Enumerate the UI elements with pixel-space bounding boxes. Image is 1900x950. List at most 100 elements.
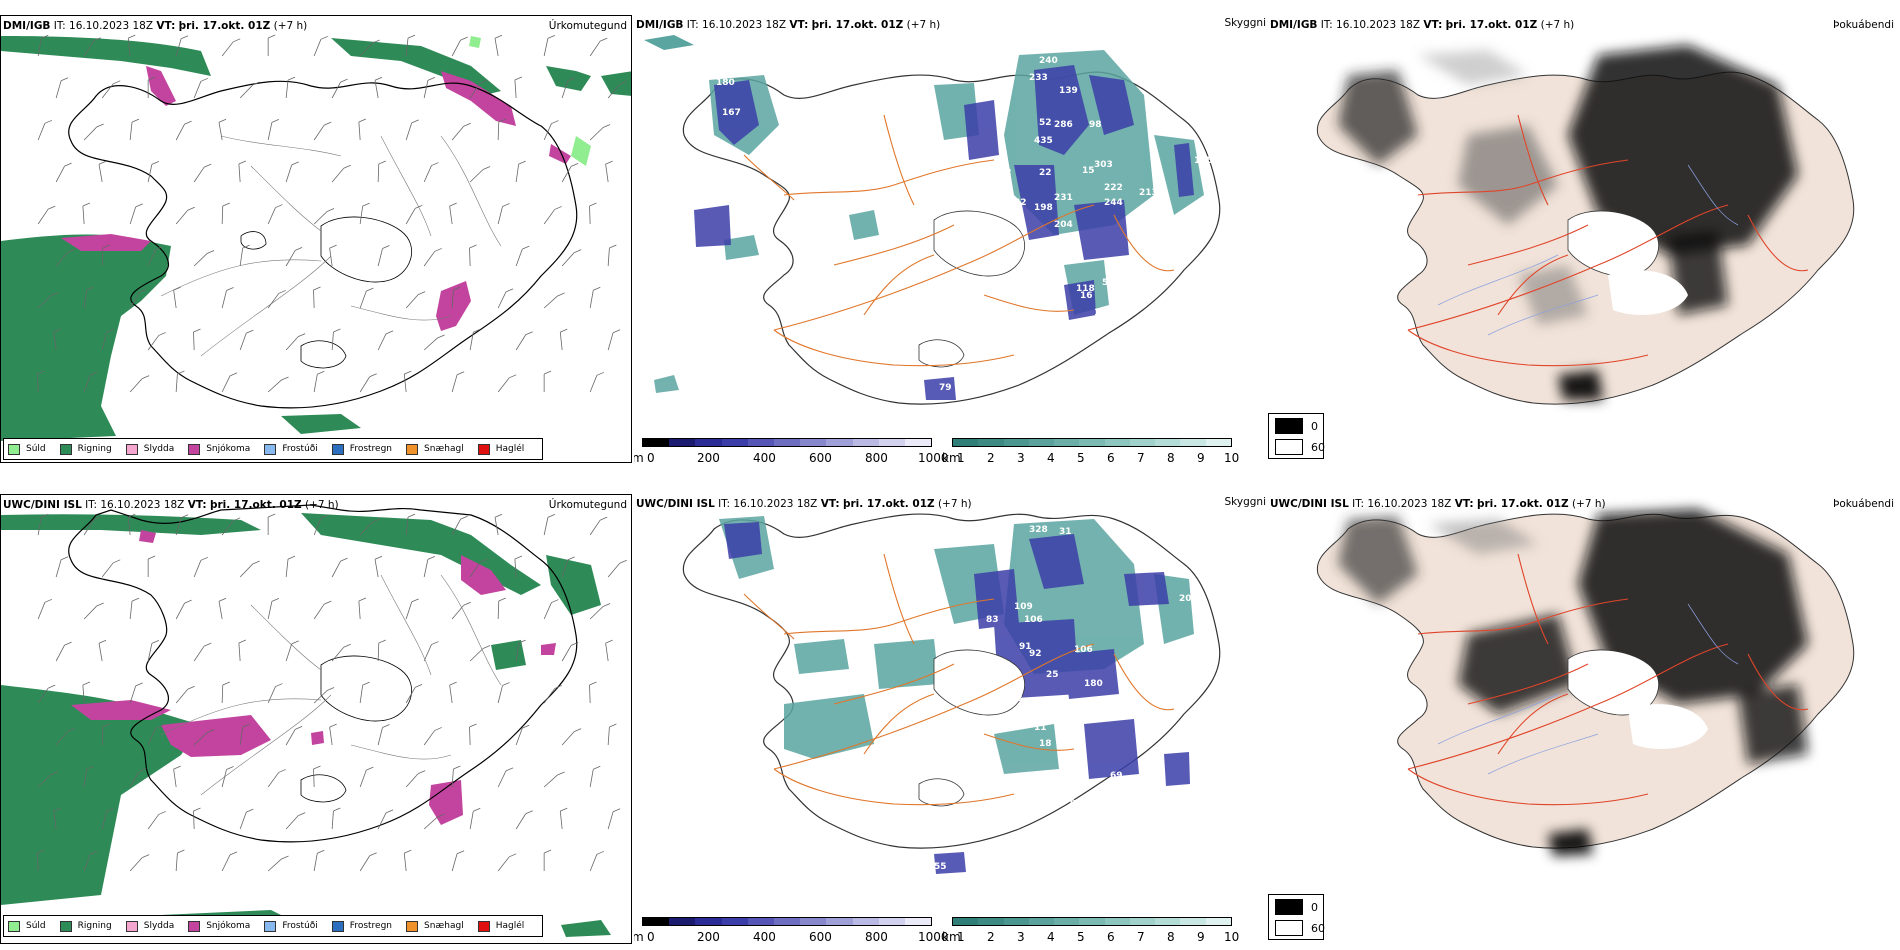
visibility-label: 105 — [1194, 156, 1213, 166]
wind-barb — [469, 811, 474, 830]
wind-barb — [605, 643, 609, 662]
wind-barb-flag — [313, 286, 321, 291]
wind-barb-flag — [53, 328, 61, 333]
wind-barb — [589, 769, 594, 788]
wind-barb — [101, 332, 107, 351]
wind-barb-flag — [138, 289, 147, 293]
lead-time: (+7 h) — [1540, 19, 1575, 31]
wind-barb-flag — [131, 118, 140, 123]
wind-barb — [175, 38, 182, 57]
wind-barb-flag — [229, 372, 238, 377]
wind-barb-flag — [385, 330, 394, 335]
wind-barb-flag — [278, 769, 286, 773]
wind-barb-flag — [151, 640, 160, 644]
wind-barb-flag — [67, 727, 75, 732]
scale-unit: km — [942, 930, 961, 944]
wind-barb-flag — [358, 118, 367, 123]
visibility-panel-top: 240 233 139 180 167 62 40 98 118 52 286 435 22 303 15 2… — [634, 15, 1266, 463]
wind-barb — [561, 645, 572, 662]
wind-barb-flag — [372, 518, 380, 523]
fog-map-top — [1316, 45, 1855, 405]
model-name: UWC/DINI ISL — [1270, 498, 1349, 510]
wind-barb-flag — [37, 370, 45, 375]
lead-time: (+7 h) — [1571, 498, 1606, 510]
wind-barb-flag — [411, 119, 419, 124]
wind-barb-flag — [155, 246, 163, 250]
height-scale-top: m 0 200 400 600 800 1000 — [634, 438, 949, 463]
wind-barb — [82, 685, 85, 704]
wind-barb — [221, 205, 224, 225]
scale-tick: 7 — [1137, 930, 1145, 944]
legend-item: Frostregn — [331, 443, 392, 455]
visibility-label: 69 — [1110, 771, 1123, 781]
lead-time: (+7 h) — [304, 499, 339, 511]
wind-barb-flag — [589, 202, 597, 207]
wind-barb — [543, 123, 552, 141]
wind-barb-flag — [502, 682, 510, 686]
scale-tick: 4 — [1047, 451, 1055, 463]
visibility-label: 26 — [1054, 320, 1067, 330]
legend-item: Slydda — [125, 920, 175, 932]
scale-tick: 9 — [1197, 930, 1205, 944]
scale-bin — [747, 918, 774, 925]
wind-barb-flag — [609, 723, 617, 728]
legend-item: Rigning — [59, 920, 112, 932]
wind-barb — [497, 685, 503, 704]
wind-barb — [313, 374, 318, 393]
precip-panel-top: DMI/IGB IT: 16.10.2023 18Z VT: þri. 17.o… — [0, 15, 632, 463]
wind-barb-flag — [456, 371, 465, 376]
wind-barb-flag — [37, 849, 45, 854]
wind-barb — [449, 685, 453, 704]
wind-barb-flag — [418, 291, 426, 295]
wind-barb-flag — [482, 166, 491, 170]
wind-barb — [423, 251, 436, 267]
legend-item: Snæhagl — [406, 443, 464, 455]
wind-barb — [589, 519, 601, 536]
legend-swatch — [264, 920, 277, 932]
visibility-label: 15 — [1082, 166, 1095, 176]
legend-swatch — [264, 443, 277, 455]
legend-label: Frostúði — [282, 444, 318, 454]
valid-label: VT: — [156, 20, 176, 32]
wind-barb-flag — [596, 371, 605, 376]
legend-label: Frostregn — [349, 921, 393, 931]
wind-barb-flag — [382, 245, 390, 249]
wind-barb-flag — [366, 766, 374, 771]
visibility-label: 25 — [1046, 670, 1059, 680]
wind-barb — [561, 166, 572, 183]
wind-barb-flag — [560, 807, 568, 812]
scale-bin — [1028, 439, 1055, 446]
wind-barb — [313, 768, 315, 788]
scale-bin — [773, 918, 801, 925]
wind-barb-flag — [456, 850, 465, 855]
scale-bin — [669, 918, 696, 925]
legend-label: Slydda — [143, 921, 175, 931]
wind-barb — [173, 290, 177, 309]
wind-barb — [83, 374, 91, 393]
visibility-label: 92 — [1029, 649, 1042, 659]
wind-barb-flag — [543, 849, 552, 854]
wind-barb — [331, 646, 345, 662]
wind-barb-flag — [294, 726, 303, 730]
visibility-panel-bottom: 328 31 109 106 83 91 92 106 25 123 180 82 11 18 69 92 76… — [634, 494, 1266, 944]
wind-barb-flag — [242, 244, 250, 249]
wind-barb — [37, 123, 46, 141]
wind-barb-flag — [128, 34, 136, 39]
wind-barb — [313, 289, 315, 309]
legend-swatch — [331, 443, 344, 455]
wind-barb-flag — [96, 602, 104, 607]
visibility-label: 18 — [1039, 739, 1052, 749]
wind-barb-flag — [82, 681, 91, 686]
wind-barb — [55, 165, 65, 183]
scale-bin — [1129, 439, 1156, 446]
init-time: IT: 16.10.2023 18Z — [686, 19, 787, 31]
wind-barb-flag — [158, 811, 166, 815]
wind-barb — [193, 810, 195, 830]
wind-barb-flag — [480, 558, 488, 563]
legend-item: Haglél — [477, 920, 524, 932]
scale-unit: m — [634, 451, 644, 463]
wind-barb — [239, 248, 244, 267]
wind-barb-flag — [187, 685, 195, 690]
wind-barb — [218, 122, 223, 141]
